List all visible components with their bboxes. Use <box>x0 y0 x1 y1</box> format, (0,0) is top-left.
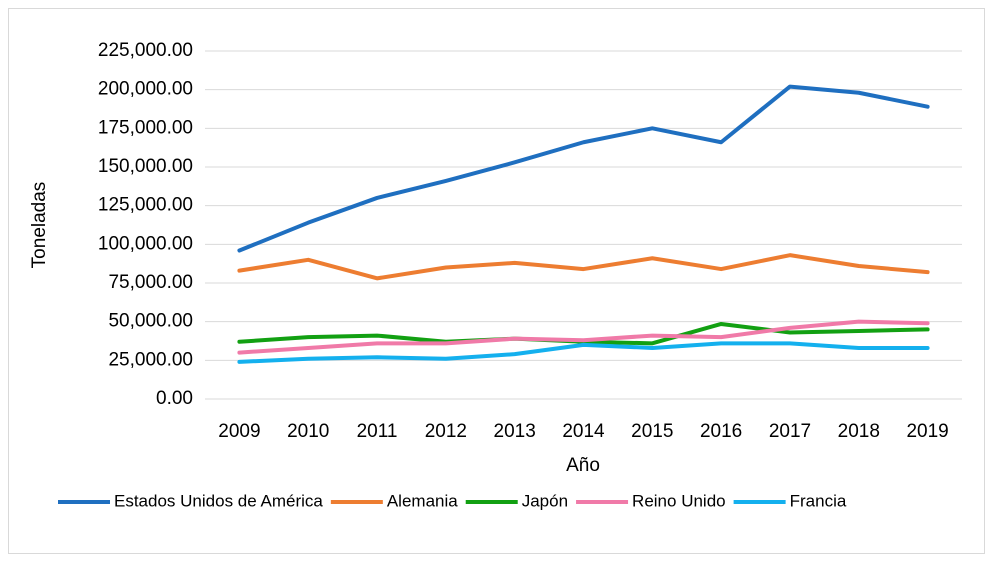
legend-label: Alemania <box>387 491 458 510</box>
x-tick-label: 2014 <box>562 421 605 442</box>
series-line <box>237 84 930 253</box>
x-axis-label: Año <box>566 455 600 476</box>
y-tick-label: 175,000.00 <box>98 117 193 138</box>
x-tick-label: 2019 <box>906 421 948 442</box>
x-tick-label: 2013 <box>494 421 536 442</box>
y-tick-label: 225,000.00 <box>98 40 193 61</box>
y-tick-label: 75,000.00 <box>108 272 193 293</box>
y-tick-label: 25,000.00 <box>108 349 193 370</box>
y-tick-label: 200,000.00 <box>98 79 193 100</box>
x-tick-label: 2017 <box>769 421 811 442</box>
y-tick-label: 150,000.00 <box>98 156 193 177</box>
x-tick-label: 2011 <box>357 421 398 442</box>
legend-label: Japón <box>522 491 568 510</box>
x-tick-label: 2016 <box>700 421 742 442</box>
x-tick-label: 2010 <box>287 421 329 442</box>
x-tick-label: 2009 <box>218 421 260 442</box>
x-tick-label: 2018 <box>838 421 880 442</box>
legend-label: Estados Unidos de América <box>114 491 323 510</box>
y-tick-label: 0.00 <box>156 388 193 409</box>
y-tick-label: 125,000.00 <box>98 195 193 216</box>
series-line <box>237 253 930 281</box>
legend-label: Francia <box>790 491 847 510</box>
series-line <box>237 319 930 355</box>
y-tick-label: 100,000.00 <box>98 233 193 254</box>
y-tick-label: 50,000.00 <box>108 311 193 332</box>
x-tick-label: 2012 <box>425 421 467 442</box>
x-tick-label: 2015 <box>631 421 673 442</box>
y-axis-label: Toneladas <box>29 182 50 269</box>
chart-frame <box>8 8 985 554</box>
series-line <box>237 341 930 364</box>
legend-label: Reino Unido <box>632 491 726 510</box>
